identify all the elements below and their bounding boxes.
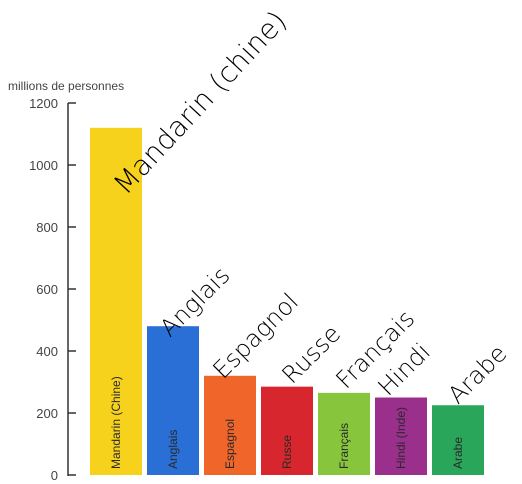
bar [432, 405, 484, 475]
y-tick-label: 1200 [29, 96, 58, 111]
bar [90, 127, 142, 476]
bar-label: Français [337, 423, 351, 469]
bar [204, 375, 256, 475]
y-tick-label: 1000 [29, 158, 58, 173]
bars-group: Mandarin (Chine) Anglais Espagnol Russe Fran… [90, 127, 484, 476]
bar-label: Hindi (Inde) [394, 407, 408, 469]
y-tick-label: 200 [36, 406, 58, 421]
bar [375, 397, 427, 475]
y-axis-label: millions de personnes [8, 79, 124, 93]
bar-label: Arabe [451, 437, 465, 469]
bar [318, 392, 370, 475]
handwritten-annotation: Mandarin (chine) [107, 4, 293, 200]
bar-label: Russe [280, 435, 294, 469]
y-tick-label: 600 [36, 282, 58, 297]
handwritten-annotation: Arabe [442, 339, 512, 409]
bar [147, 326, 199, 475]
bar-label: Espagnol [223, 419, 237, 469]
y-tick-label: 400 [36, 344, 58, 359]
y-axis: 0 200 400 600 800 1000 1200 [29, 96, 76, 483]
bar [261, 386, 313, 475]
bar-label: Mandarin (Chine) [109, 376, 123, 469]
y-tick-label: 0 [51, 468, 58, 483]
y-tick-label: 800 [36, 220, 58, 235]
bar-label: Anglais [166, 430, 180, 469]
